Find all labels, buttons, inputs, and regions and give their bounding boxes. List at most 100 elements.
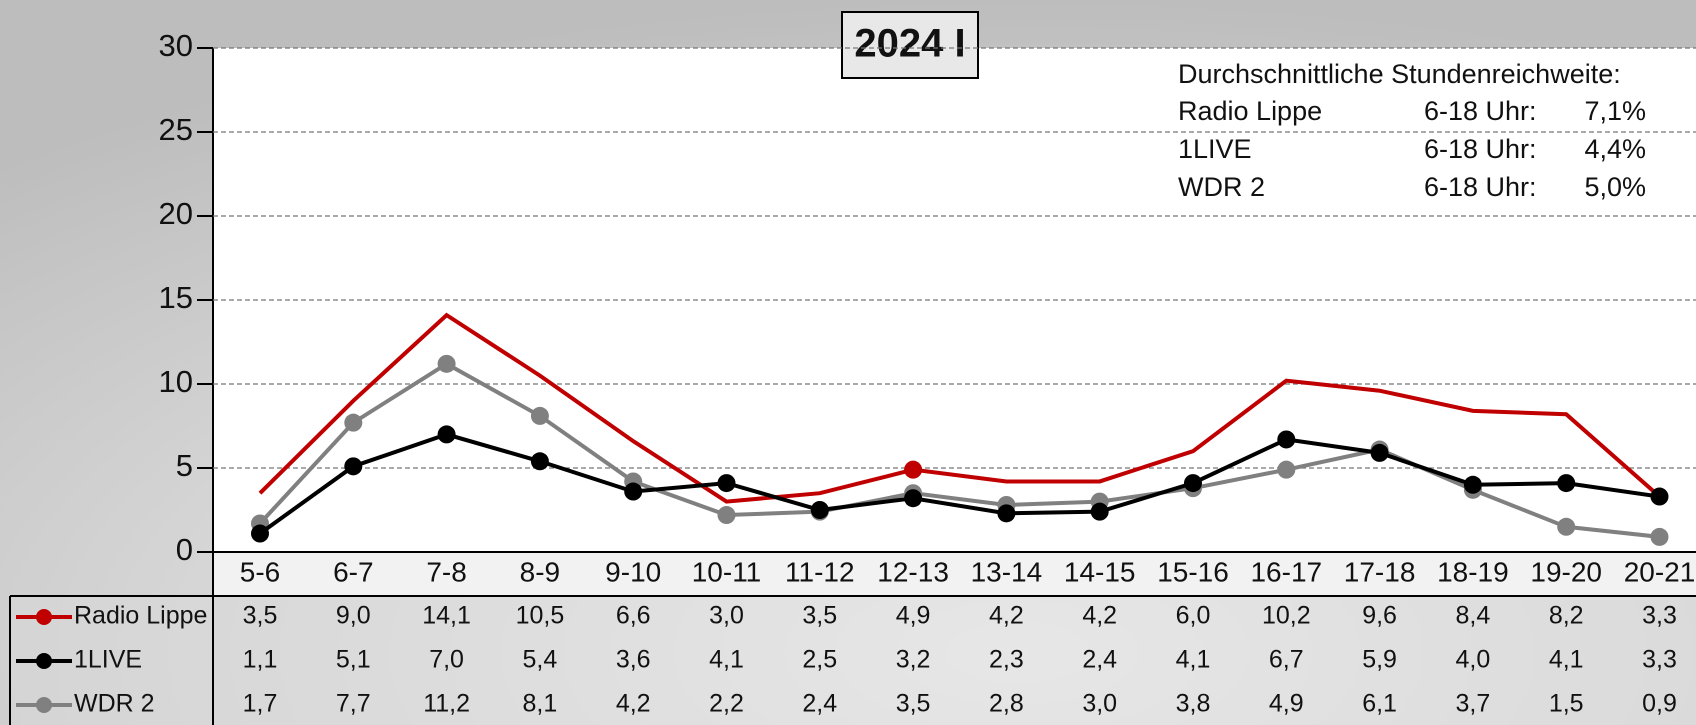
table-value: 1,5 [1549, 690, 1584, 718]
table-value: 9,6 [1362, 602, 1397, 630]
table-value: 14,1 [422, 602, 471, 630]
table-value: 4,1 [1176, 646, 1211, 674]
table-value: 6,6 [616, 602, 651, 630]
x-tick-label: 17-18 [1344, 556, 1416, 587]
data-point [1277, 430, 1296, 449]
annotation-value: 5,0% [1584, 172, 1646, 202]
y-tick-label: 5 [176, 448, 193, 483]
data-point [1557, 517, 1576, 536]
table-value: 3,3 [1642, 602, 1677, 630]
table-value: 3,5 [802, 602, 837, 630]
table-value: 3,5 [896, 690, 931, 718]
table-value: 8,1 [523, 690, 558, 718]
data-point [251, 524, 269, 543]
table-value: 2,2 [709, 690, 744, 718]
x-tick-label: 7-8 [426, 556, 466, 587]
table-value: 4,2 [616, 690, 651, 718]
table-value: 4,1 [1549, 646, 1584, 674]
data-point [624, 482, 643, 501]
table-value: 8,4 [1456, 602, 1491, 630]
x-tick-label: 8-9 [520, 556, 560, 587]
table-value: 6,7 [1269, 646, 1304, 674]
data-point [904, 460, 923, 479]
table-value: 3,7 [1456, 690, 1491, 718]
annotation-range: 6-18 Uhr: [1424, 134, 1537, 164]
data-point [717, 506, 736, 525]
annotation-value: 7,1% [1584, 96, 1646, 126]
annotation-range: 6-18 Uhr: [1424, 96, 1537, 126]
table-value: 1,7 [243, 690, 278, 718]
x-tick-label: 20-21 [1624, 556, 1696, 587]
x-tick-label: 13-14 [971, 556, 1043, 587]
data-point [437, 425, 456, 444]
table-value: 3,0 [709, 602, 744, 630]
table-value: 4,9 [1269, 690, 1304, 718]
table-value: 0,9 [1642, 690, 1677, 718]
legend-swatch [36, 653, 52, 669]
table-value: 7,0 [429, 646, 464, 674]
annotation-name: 1LIVE [1178, 134, 1252, 164]
x-tick-label: 12-13 [877, 556, 949, 587]
table-body [10, 596, 1696, 725]
table-value: 2,3 [989, 646, 1024, 674]
data-point [344, 457, 363, 476]
data-point [530, 452, 549, 471]
data-point [437, 354, 456, 373]
table-value: 2,4 [802, 690, 837, 718]
legend-label: WDR 2 [74, 690, 155, 718]
x-tick-label: 15-16 [1157, 556, 1229, 587]
data-point [1090, 502, 1109, 521]
annotation-value: 4,4% [1584, 134, 1646, 164]
table-value: 8,2 [1549, 602, 1584, 630]
table-value: 1,1 [243, 646, 278, 674]
series-line [258, 432, 1660, 536]
x-tick-label: 16-17 [1250, 556, 1322, 587]
table-value: 3,2 [896, 646, 931, 674]
table-value: 7,7 [336, 690, 371, 718]
legend-label: 1LIVE [74, 646, 142, 674]
table-value: 4,2 [1082, 602, 1117, 630]
table-value: 4,0 [1456, 646, 1491, 674]
table-value: 5,1 [336, 646, 371, 674]
table-value: 3,5 [243, 602, 278, 630]
x-tick-label: 6-7 [333, 556, 373, 587]
annotation-range: 6-18 Uhr: [1424, 172, 1537, 202]
y-tick-label: 15 [159, 280, 193, 315]
data-point [530, 406, 549, 425]
title-box [841, 11, 979, 79]
data-point [1184, 474, 1202, 493]
table-value: 6,1 [1362, 690, 1397, 718]
table-value: 9,0 [336, 602, 371, 630]
x-tick-label: 14-15 [1064, 556, 1136, 587]
table-value: 11,2 [423, 690, 470, 718]
data-point [717, 474, 736, 493]
y-tick-label: 30 [159, 28, 193, 63]
table-value: 4,9 [896, 602, 931, 630]
table-value: 2,5 [802, 646, 837, 674]
table-value: 4,1 [709, 646, 744, 674]
table-value: 2,4 [1082, 646, 1117, 674]
x-tick-label: 19-20 [1530, 556, 1602, 587]
x-tick-label: 9-10 [605, 556, 661, 587]
y-tick-label: 0 [176, 532, 193, 567]
annotation-name: Radio Lippe [1178, 96, 1322, 126]
table-value: 5,9 [1362, 646, 1397, 674]
legend-label: Radio Lippe [74, 602, 207, 630]
data-point [1370, 443, 1389, 462]
table-value: 10,2 [1262, 602, 1311, 630]
x-tick-label: 10-11 [692, 556, 762, 587]
y-tick-label: 25 [159, 112, 193, 147]
table-value: 10,5 [516, 602, 565, 630]
data-point [997, 504, 1016, 523]
data-point [1650, 527, 1669, 546]
table-header [213, 552, 1696, 596]
x-tick-label: 18-19 [1437, 556, 1509, 587]
data-point [810, 501, 829, 519]
data-point [344, 413, 363, 432]
table-value: 3,3 [1642, 646, 1677, 674]
series-line [258, 312, 1661, 504]
data-point [1463, 475, 1482, 494]
data-point [1557, 474, 1576, 493]
y-tick-label: 20 [159, 196, 193, 231]
chart-title: 2024 I [854, 22, 965, 66]
